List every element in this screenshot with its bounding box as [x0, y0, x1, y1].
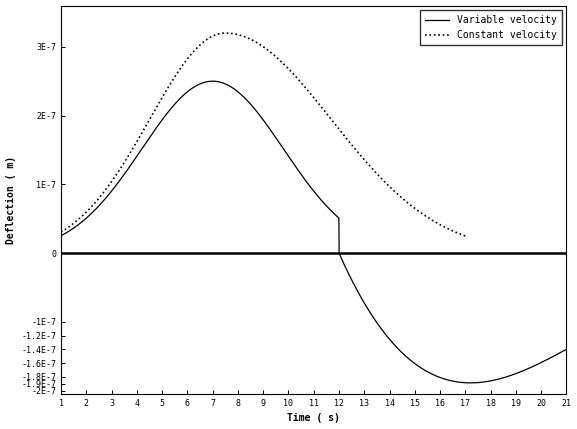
Constant velocity [328, 118, 335, 123]
Constant velocity [241, 34, 248, 39]
Legend: Variable velocity, Constant velocity: Variable velocity, Constant velocity [420, 10, 561, 45]
X-axis label: Time ( s): Time ( s) [287, 414, 340, 423]
Variable velocity [549, 354, 556, 360]
Variable velocity [304, 180, 310, 185]
Variable velocity [290, 161, 297, 166]
Variable velocity [467, 380, 474, 385]
Line: Constant velocity: Constant velocity [61, 33, 466, 236]
Variable velocity [83, 215, 90, 220]
Variable velocity [58, 233, 65, 239]
Constant velocity [222, 30, 228, 36]
Variable velocity [563, 347, 570, 352]
Variable velocity [209, 79, 216, 84]
Line: Variable velocity: Variable velocity [61, 81, 567, 383]
Constant velocity [462, 233, 469, 239]
Constant velocity [363, 159, 370, 164]
Constant velocity [297, 79, 304, 84]
Constant velocity [58, 230, 65, 235]
Constant velocity [129, 146, 136, 151]
Constant velocity [162, 90, 168, 95]
Y-axis label: Deflection ( m): Deflection ( m) [6, 156, 16, 244]
Variable velocity [456, 380, 463, 385]
Variable velocity [549, 354, 556, 360]
